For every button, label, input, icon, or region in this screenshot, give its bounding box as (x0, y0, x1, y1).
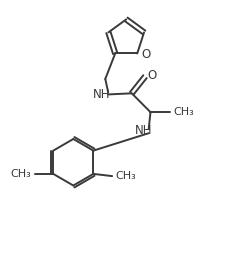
Text: O: O (141, 48, 150, 61)
Text: CH₃: CH₃ (115, 171, 135, 181)
Text: O: O (147, 69, 156, 82)
Text: NH: NH (93, 88, 110, 101)
Text: CH₃: CH₃ (10, 169, 31, 179)
Text: NH: NH (135, 125, 152, 138)
Text: CH₃: CH₃ (173, 107, 194, 117)
